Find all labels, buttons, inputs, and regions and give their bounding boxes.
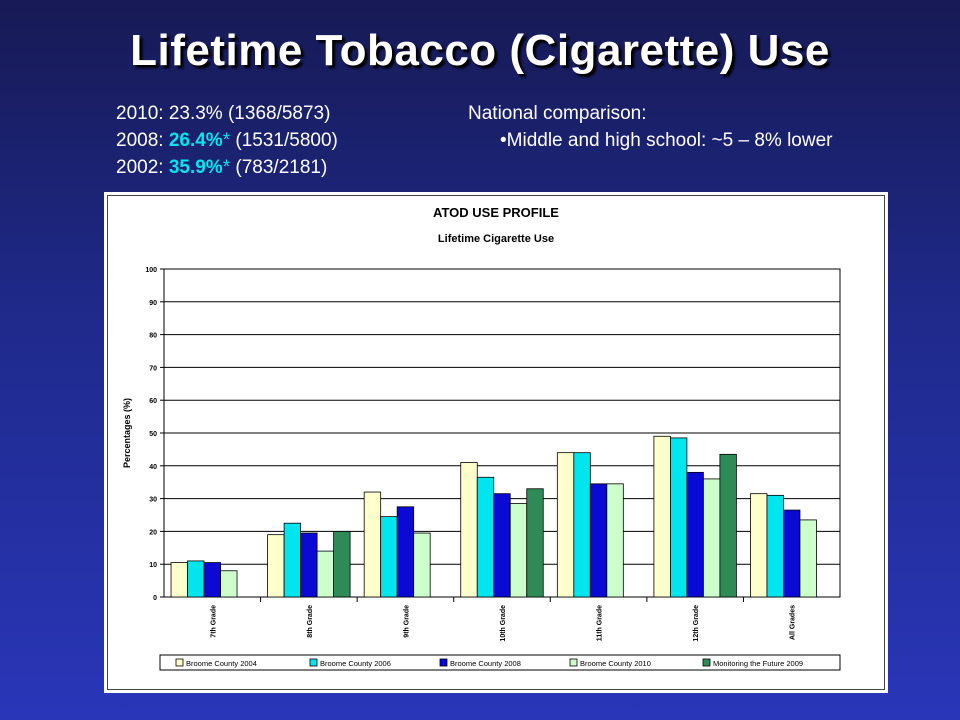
bar [702, 478, 721, 598]
bar [170, 562, 188, 598]
legend-swatch [439, 658, 448, 667]
stat-line-2008: 2008: 26.4%* (1531/5800) [116, 127, 338, 154]
bar [460, 462, 478, 598]
bar [799, 519, 817, 598]
bar [380, 516, 398, 598]
stat-year: 2008: [116, 130, 169, 151]
bar [300, 532, 318, 598]
stats-block: 2010: 23.3% (1368/5873) 2008: 26.4%* (15… [116, 100, 338, 181]
y-tick-label: 100 [145, 267, 157, 274]
bar [556, 452, 575, 598]
chart-panel: ATOD USE PROFILE Lifetime Cigarette Use 0 1… [104, 192, 888, 693]
significance-star: * [222, 157, 231, 178]
stat-detail: (1368/5873) [222, 103, 331, 124]
x-tick-label: 10th Grade [500, 605, 507, 642]
stat-line-2002: 2002: 35.9%* (783/2181) [116, 154, 338, 181]
national-heading: National comparison: [468, 103, 647, 124]
bar [719, 453, 737, 598]
stat-value-highlight: 35.9% [168, 157, 223, 178]
chart-subtitle: Lifetime Cigarette Use [438, 233, 554, 245]
y-tick-label: 80 [149, 333, 157, 340]
bar [686, 471, 704, 598]
y-tick-label: 90 [149, 300, 157, 307]
y-tick-label: 70 [149, 365, 157, 372]
national-comparison: National comparison: •Middle and high sc… [468, 100, 833, 154]
x-tick-label: 9th Grade [403, 605, 410, 638]
legend-label: Broome County 2010 [580, 659, 651, 668]
bar [413, 532, 431, 598]
bar [573, 452, 591, 598]
y-tick-label: 50 [149, 431, 157, 438]
y-tick-label: 0 [153, 595, 157, 602]
x-tick-label: 8th Grade [307, 605, 314, 638]
y-tick-label: 60 [149, 398, 157, 405]
bar [363, 491, 382, 598]
x-tick-label: 11th Grade [597, 605, 604, 641]
bar [220, 570, 238, 598]
x-tick-label: 7th Grade [210, 605, 217, 638]
bar [333, 530, 351, 598]
bar [766, 494, 784, 598]
x-tick-label: All Grades [790, 605, 797, 640]
bar [203, 562, 221, 598]
bar [187, 560, 205, 598]
stat-line-2010: 2010: 23.3% (1368/5873) [116, 100, 338, 127]
bar-chart: ATOD USE PROFILE Lifetime Cigarette Use 0 1… [107, 195, 885, 690]
legend-swatch [175, 658, 184, 667]
legend-swatch [309, 658, 318, 667]
y-tick-label: 40 [149, 464, 157, 471]
bar [750, 493, 768, 598]
legend-label: Broome County 2006 [320, 659, 391, 668]
bar [396, 506, 415, 598]
legend-label: Broome County 2008 [450, 659, 521, 668]
stat-value: 23.3% [168, 103, 223, 124]
legend-swatch [702, 658, 711, 667]
x-tick-label: 12th Grade [693, 605, 700, 642]
slide-title: Lifetime Tobacco (Cigarette) Use [130, 26, 830, 75]
national-item: •Middle and high school: ~5 – 8% lower [500, 130, 833, 151]
bar [669, 437, 688, 598]
bar [526, 488, 544, 598]
chart-border [107, 195, 885, 690]
legend-label: Monitoring the Future 2009 [713, 659, 803, 668]
bar [509, 503, 528, 598]
y-axis-label: Percentages (%) [122, 398, 132, 468]
y-tick-label: 10 [149, 562, 157, 569]
bar [653, 435, 671, 598]
legend-label: Broome County 2004 [186, 659, 257, 668]
y-tick-label: 20 [149, 529, 157, 536]
bar [589, 483, 608, 598]
significance-star: * [222, 130, 231, 151]
y-tick-label: 30 [149, 497, 157, 504]
stat-year: 2002: [116, 157, 169, 178]
bar [783, 509, 801, 598]
stat-value-highlight: 26.4% [168, 130, 223, 151]
bar [283, 522, 302, 598]
stat-detail: (783/2181) [230, 157, 328, 178]
stat-detail: (1531/5800) [230, 130, 338, 151]
bar [606, 483, 624, 598]
legend-box [159, 654, 841, 671]
stat-year: 2010: [116, 103, 169, 124]
legend-swatch [569, 658, 578, 667]
bar [316, 550, 335, 598]
chart-title: ATOD USE PROFILE [433, 205, 559, 220]
bar [267, 534, 285, 598]
bar [476, 476, 495, 598]
bar [493, 493, 511, 598]
